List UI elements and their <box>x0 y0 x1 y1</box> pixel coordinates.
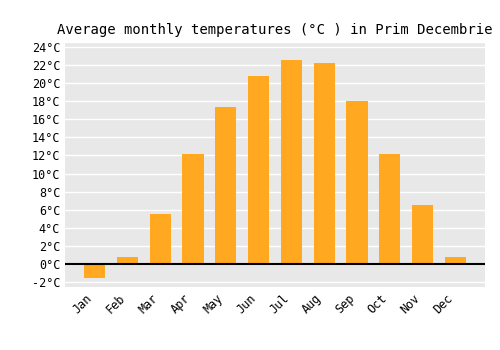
Bar <box>117 257 138 264</box>
Bar <box>346 101 368 264</box>
Bar <box>182 154 204 264</box>
Title: Average monthly temperatures (°C ) in Prim Decembrie: Average monthly temperatures (°C ) in Pr… <box>57 23 493 37</box>
Bar <box>280 60 302 264</box>
Bar <box>379 154 400 264</box>
Bar <box>84 264 106 278</box>
Bar <box>444 257 466 264</box>
Bar <box>150 215 171 264</box>
Bar <box>314 63 335 264</box>
Bar <box>248 77 270 264</box>
Bar <box>412 205 433 264</box>
Bar <box>215 107 236 264</box>
